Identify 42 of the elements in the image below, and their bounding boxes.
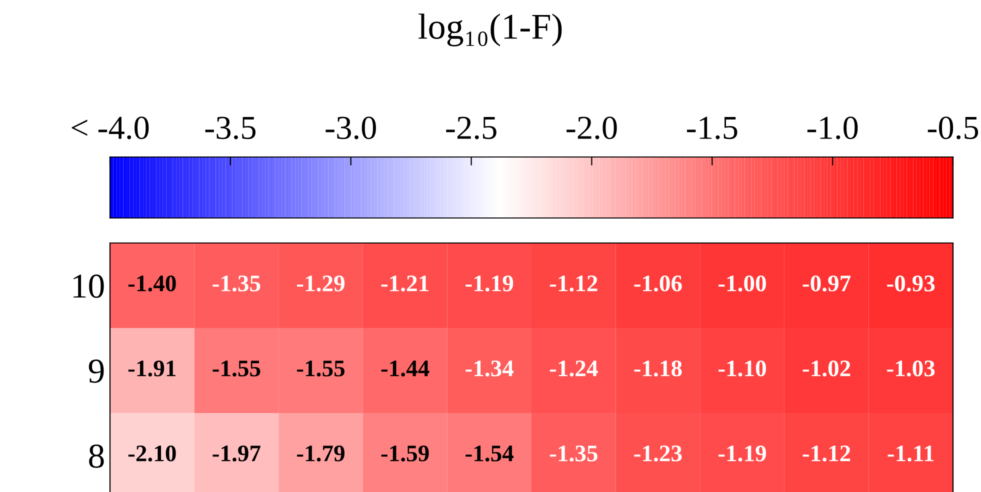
color-bar-label: -3.5 [205,116,256,140]
color-bar-label: -2.5 [446,116,496,140]
color-bar-label: -3.0 [326,116,376,140]
color-bar-label: -1.0 [807,116,858,140]
color-bar-label: -2.0 [566,116,617,140]
data-label: -2.10 [128,445,176,462]
data-label: -1.19 [466,276,514,292]
data-label: -1.10 [718,360,766,377]
y-tick-label: 8 [89,444,104,468]
data-label: -1.21 [381,276,428,292]
y-tick-label: 10 [73,274,104,298]
color-bar-label: -0.5 [928,116,978,140]
data-label: -1.03 [887,360,935,377]
data-label: -0.93 [887,275,935,292]
data-label: -1.79 [297,446,344,462]
color-bar-label: -1.5 [687,116,738,140]
data-label: -1.59 [381,446,429,462]
data-label: -1.44 [381,360,430,377]
data-label: -1.34 [466,360,514,377]
data-label: -1.91 [128,360,176,377]
chart-title: log₁₀(1-F) [418,14,562,46]
data-label: -1.29 [297,276,344,292]
color-bar-label: < -4.0 [72,116,149,140]
data-label: -1.23 [634,446,682,462]
data-label: -1.19 [718,446,766,462]
y-tick-label: 9 [88,360,104,383]
data-label: -1.02 [802,360,850,377]
data-label: -0.97 [802,275,851,292]
data-label: -1.12 [802,446,850,462]
data-label: -1.12 [550,276,598,292]
data-label: -1.35 [212,276,260,292]
data-label: -1.55 [212,360,260,377]
data-label: -1.97 [212,446,260,462]
data-label: -1.00 [718,275,766,292]
data-label: -1.55 [297,360,344,377]
data-label: -1.06 [634,275,682,292]
data-label: -1.40 [128,275,176,292]
data-label: -1.35 [550,446,598,462]
data-label: -1.11 [888,446,934,462]
data-label: -1.24 [550,360,598,377]
data-label: -1.18 [634,360,682,377]
data-label: -1.54 [466,446,514,462]
